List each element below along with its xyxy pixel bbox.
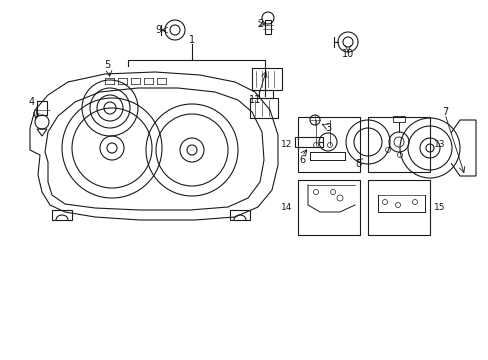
Bar: [264, 20, 270, 34]
Text: 9: 9: [155, 25, 161, 35]
Text: 12: 12: [280, 140, 291, 149]
Text: 8: 8: [354, 159, 360, 169]
Text: 10: 10: [341, 49, 353, 59]
Bar: [37, 101, 47, 115]
Bar: [259, 90, 272, 98]
Bar: [251, 68, 282, 90]
Bar: [249, 98, 278, 118]
Text: 5: 5: [103, 60, 110, 70]
Text: 15: 15: [433, 203, 445, 212]
Bar: [392, 116, 404, 122]
Text: 2: 2: [256, 19, 263, 29]
Bar: [367, 117, 429, 172]
Text: 7: 7: [441, 107, 447, 117]
Text: 14: 14: [280, 203, 291, 212]
Bar: [294, 137, 323, 147]
Text: 3: 3: [324, 123, 330, 133]
Bar: [297, 117, 359, 172]
Text: 4: 4: [29, 97, 35, 107]
Bar: [297, 180, 359, 235]
Bar: [367, 180, 429, 235]
Text: 6: 6: [298, 155, 305, 165]
Text: 1: 1: [188, 35, 195, 45]
Text: 13: 13: [433, 140, 445, 149]
Text: 11: 11: [248, 95, 261, 105]
